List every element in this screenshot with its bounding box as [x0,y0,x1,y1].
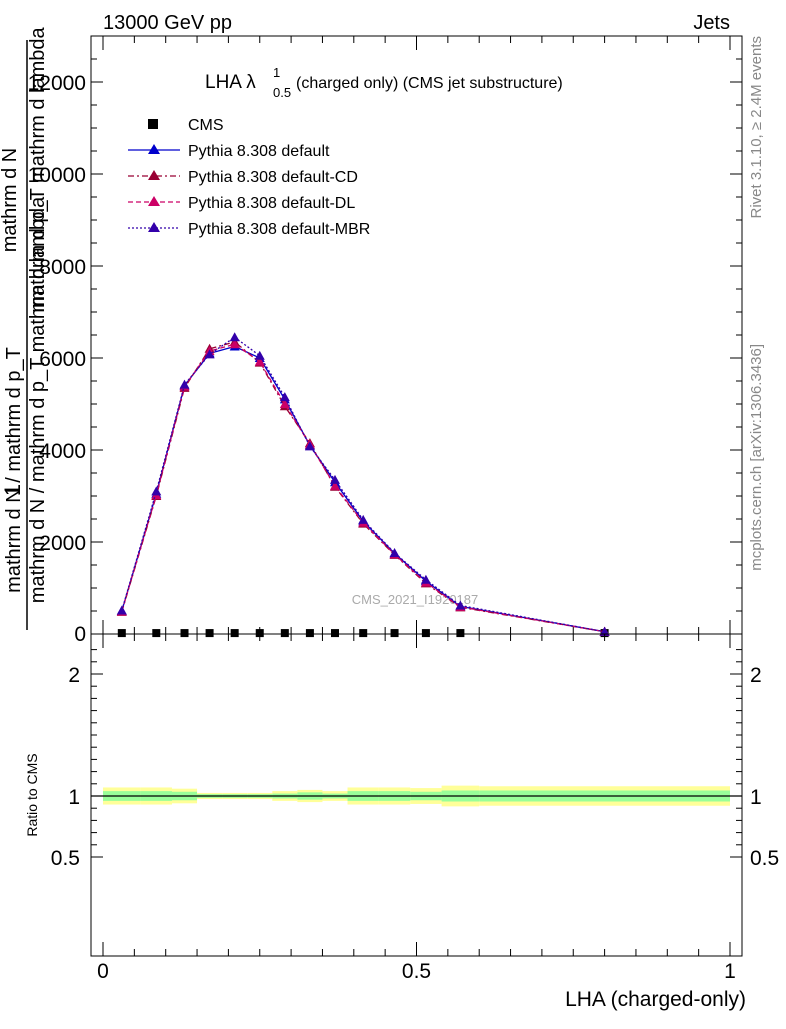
series-marker-mbr [455,600,466,610]
series-marker-dl [254,356,265,366]
cms-data-point [359,629,368,638]
ratio-y-label: Ratio to CMS [24,753,40,836]
plot-title-main: LHA λ [205,72,256,93]
legend-marker-dl [148,196,160,206]
ratio-y-tick-label: 2 [68,664,80,687]
main-series-group [116,332,610,638]
legend-marker-default [148,144,160,154]
series-marker-mbr [599,626,610,636]
series-marker-mbr [229,332,240,342]
series-line-mbr [121,336,605,633]
header-process-label: 13000 GeV pp [103,12,232,34]
cms-data-point [255,629,264,638]
cms-data-point [152,629,161,638]
series-marker-dl [329,480,340,490]
header-jets-label: Jets [693,12,730,34]
cms-data-point [117,629,126,638]
cms-data-point [456,629,465,638]
main-y-label: 1 mathrm d N / mathrm d p_T mathrm d N /… [0,26,49,630]
series-marker-mbr [358,514,369,524]
side-label-mcplots: mcplots.cern.ch [arXiv:1306.3436] [748,344,765,571]
legend-label: Pythia 8.308 default-MBR [188,221,370,238]
series-marker-mbr [116,605,127,615]
ratio-y-tick-label: 1 [68,786,80,809]
cms-data-point [230,629,239,638]
legend-marker-mbr [148,222,160,232]
main-y-tick-label: 0 [74,623,86,646]
ratio-y-tick-label-right: 2 [750,664,762,687]
series-marker-mbr [279,392,290,402]
plot-title-tail: (charged only) (CMS jet substructure) [296,75,563,92]
legend-label: Pythia 8.308 default-DL [188,195,355,212]
series-marker-mbr [254,350,265,360]
legend-label: Pythia 8.308 default-CD [188,169,358,186]
legend-marker-cd [148,170,160,180]
plot-title-sub: 0.5 [273,85,291,100]
main-y-tick-label: 10000 [28,164,86,187]
cms-data-point [280,629,289,638]
x-tick-label: 0 [97,960,109,983]
main-y-tick-label: 2000 [39,532,86,555]
cms-data-point [390,629,399,638]
series-marker-mbr [420,574,431,584]
ratio-plot-panel: 0.5 0.51 12 2 0 0.5 1 Ratio to CMS [24,633,779,983]
plot-title: LHA λ 1 0.5 (charged only) (CMS jet subs… [205,65,563,100]
series-marker-dl [229,339,240,349]
main-y-tick-label: 12000 [28,72,86,95]
y-label-top-den: mathrm d p_T mathrm d lambda [27,26,49,312]
y-label-top-num: mathrm d N [0,148,21,252]
cms-data-point [205,629,214,638]
legend: CMS Pythia 8.308 default Pythia 8.308 defa… [128,117,370,238]
series-marker-dl [279,399,290,408]
legend-label: CMS [188,117,224,134]
series-marker-mbr [204,349,215,359]
ratio-y-tick-label: 0.5 [51,847,80,870]
main-y-tick-label: 6000 [39,348,86,371]
legend-label: Pythia 8.308 default [188,143,330,160]
svg-text:LHA λ: LHA λ [205,72,256,93]
x-tick-label: 1 [724,960,736,983]
ratio-y-tick-label-right: 1 [750,786,762,809]
series-marker-mbr [329,474,340,484]
side-label-rivet: Rivet 3.1.10, ≥ 2.4M events [748,36,765,219]
x-tick-label: 0.5 [402,960,431,983]
y-label-one: 1 [0,484,25,496]
series-marker-mbr [304,441,315,451]
series-line-dl [121,343,605,633]
ratio-x-axis: 0 0.5 1 [97,634,736,983]
y-label-den: mathrm d N / mathrm d p_T mathrm d lambd… [27,196,49,603]
ratio-y-axis: 0.5 0.5 1 1 2 2 [51,649,779,870]
cms-data-point [421,629,430,638]
cms-data-point [330,629,339,638]
series-line-default [121,345,605,633]
cms-data-point [180,629,189,638]
main-y-tick-label: 4000 [39,440,86,463]
legend-cms-marker [148,119,158,129]
x-axis-label: LHA (charged-only) [565,988,746,1011]
main-y-axis: 2000 4000 6000 8000 10000 12000 0 [28,58,742,646]
main-y-tick-label: 8000 [39,256,86,279]
cms-data-point [305,629,314,638]
series-marker-mbr [179,379,190,389]
series-line-cd [121,341,605,633]
main-x-ticks [102,36,731,634]
plot-title-sup: 1 [273,65,280,80]
series-marker-mbr [151,486,162,496]
series-marker-mbr [389,548,400,558]
y-label-num: mathrm d N / mathrm d p_T [3,347,25,593]
ratio-y-tick-label-right: 0.5 [750,847,779,870]
